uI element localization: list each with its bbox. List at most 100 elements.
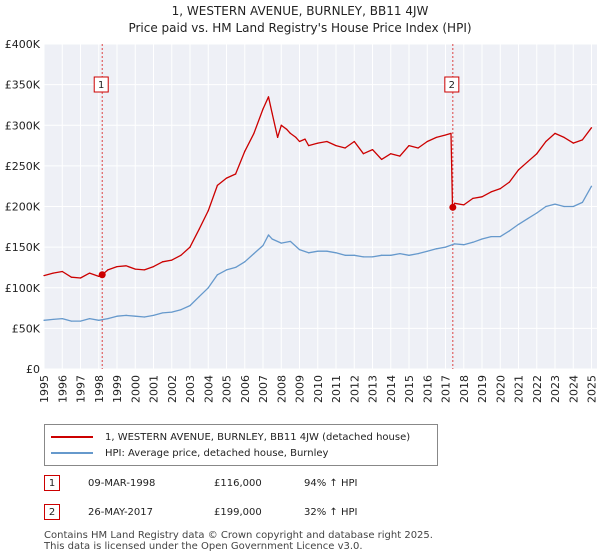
data-point <box>408 254 410 256</box>
data-point <box>335 252 337 254</box>
legend-item-property: 1, WESTERN AVENUE, BURNLEY, BB11 4JW (de… <box>51 430 410 444</box>
data-point <box>171 259 173 261</box>
data-point <box>244 261 246 263</box>
x-tick-label: 2009 <box>294 375 307 403</box>
data-point <box>536 153 538 155</box>
data-point <box>43 274 45 277</box>
x-tick-label: 2011 <box>330 375 343 403</box>
data-point <box>490 235 492 238</box>
data-point <box>207 287 209 289</box>
data-point <box>481 196 483 198</box>
data-point <box>572 142 574 144</box>
data-point <box>253 253 255 255</box>
data-point <box>262 244 264 247</box>
price-chart: £0 £50K £100K £150K £200K £250K £300K £350K £400… <box>5 38 599 403</box>
data-point <box>235 173 237 175</box>
x-tick-label: 1998 <box>93 375 106 403</box>
transaction-hpi: 32% ↑ HPI <box>304 506 358 518</box>
data-point <box>554 132 556 134</box>
data-point <box>371 256 374 258</box>
x-tick-label: 2012 <box>348 375 361 403</box>
data-point <box>545 140 547 143</box>
data-point <box>52 318 54 321</box>
x-tick-label: 2006 <box>239 375 252 403</box>
data-point <box>289 240 291 243</box>
data-point <box>426 140 428 143</box>
data-point <box>143 269 145 271</box>
data-point <box>572 205 574 208</box>
y-tick-label: £350K <box>5 79 41 92</box>
data-point <box>152 266 155 268</box>
data-point <box>79 277 82 279</box>
data-point <box>198 228 200 230</box>
chart-subtitle: Price paid vs. HM Land Registry's House … <box>128 21 472 35</box>
x-tick-label: 2023 <box>549 375 562 403</box>
data-point <box>225 177 228 179</box>
data-point <box>545 205 547 208</box>
x-tick-label: 2021 <box>513 375 526 403</box>
marker-label-box <box>93 76 109 93</box>
x-tick-label: 2018 <box>458 375 471 403</box>
data-point <box>444 246 447 248</box>
y-tick-label: £300K <box>5 119 41 132</box>
data-point <box>390 254 392 256</box>
series-line <box>43 185 593 322</box>
data-point <box>267 96 270 98</box>
data-point <box>454 243 456 245</box>
data-point <box>308 144 310 147</box>
y-tick-label: £50K <box>12 322 41 335</box>
data-point <box>417 147 419 149</box>
data-point <box>444 134 447 136</box>
data-point <box>271 238 273 240</box>
data-point <box>590 127 593 129</box>
x-tick-label: 2025 <box>586 375 599 403</box>
x-tick-label: 1997 <box>75 375 88 403</box>
data-point <box>499 188 501 190</box>
y-tick-label: £0 <box>26 363 40 376</box>
data-point <box>408 144 410 147</box>
x-tick-label: 2005 <box>221 375 234 403</box>
marker-label-box <box>444 76 460 93</box>
data-point <box>116 315 118 317</box>
sale-point <box>449 203 457 211</box>
data-point <box>517 169 520 171</box>
data-point <box>304 138 306 140</box>
data-point <box>180 309 182 311</box>
data-point <box>125 314 127 316</box>
data-point <box>353 254 355 256</box>
transaction-price: £116,000 <box>214 477 262 489</box>
transaction-badge: 1 <box>44 475 60 491</box>
transaction-date: 09-MAR-1998 <box>88 477 156 489</box>
data-point <box>450 132 452 134</box>
data-point <box>152 314 155 316</box>
data-point <box>536 212 538 214</box>
data-point <box>417 253 419 255</box>
data-point <box>143 316 145 318</box>
data-point <box>563 136 565 139</box>
data-point <box>399 155 401 157</box>
data-point <box>79 320 82 322</box>
x-tick-label: 1999 <box>111 375 124 403</box>
x-tick-label: 2014 <box>385 375 398 403</box>
x-tick-label: 1995 <box>38 375 51 403</box>
x-tick-label: 2000 <box>129 375 142 403</box>
y-tick-label: £200K <box>5 201 41 214</box>
data-point <box>280 242 282 244</box>
footer: Contains HM Land Registry data © Crown c… <box>44 530 433 552</box>
x-tick-label: 2020 <box>494 375 507 403</box>
x-tick-label: 2007 <box>257 375 270 403</box>
data-point <box>289 132 291 134</box>
x-tick-label: 2024 <box>567 375 580 403</box>
footer-copyright: Contains HM Land Registry data © Crown c… <box>44 530 433 541</box>
marker-label: 1 <box>98 80 104 91</box>
x-tick-label: 2013 <box>367 375 380 403</box>
y-tick-label: £100K <box>5 282 41 295</box>
data-point <box>454 202 456 204</box>
chart-title: 1, WESTERN AVENUE, BURNLEY, BB11 4JW <box>171 4 429 18</box>
data-point <box>244 150 246 152</box>
data-point <box>277 136 279 139</box>
transaction-date: 26-MAY-2017 <box>88 506 154 518</box>
y-tick-label: £150K <box>5 241 41 254</box>
data-point <box>472 241 474 243</box>
data-point <box>381 158 383 160</box>
